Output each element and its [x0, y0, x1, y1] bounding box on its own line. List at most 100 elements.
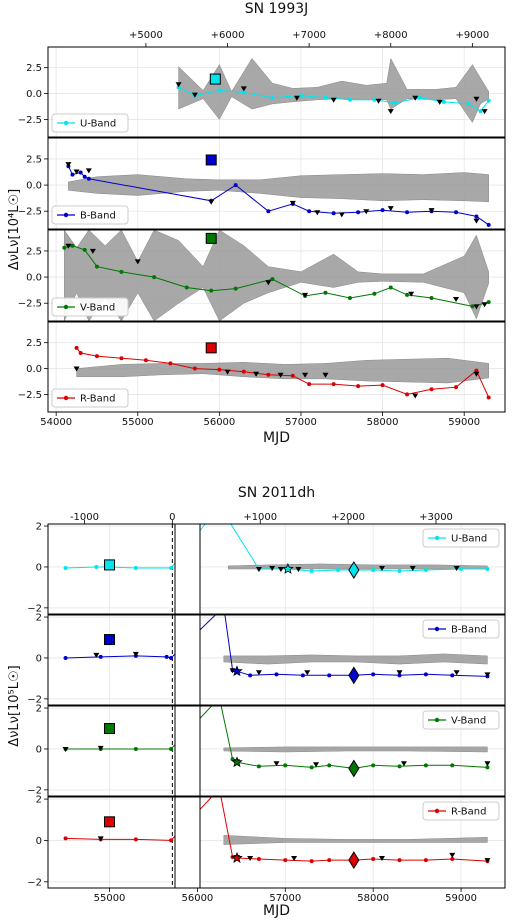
upper-limit-marker: [436, 99, 443, 105]
data-point: [94, 264, 99, 269]
upper-limit-marker: [481, 302, 488, 308]
data-point: [86, 176, 91, 181]
upper-limit-marker: [412, 393, 419, 399]
panel-frame: [47, 523, 506, 615]
y-tick-label: 0: [36, 836, 42, 847]
y-tick-label: 2: [36, 704, 42, 715]
data-point: [466, 101, 471, 106]
chart-1: SN 1993J +5000 +6000 +7000 +8000 +9000 −2.5 0.0…: [7, 1, 506, 446]
data-point: [307, 382, 312, 387]
legend: U-Band: [51, 113, 129, 133]
data-point: [356, 384, 361, 389]
legend-box: [51, 205, 129, 225]
legend-marker: [63, 212, 69, 218]
axis-break-gap: [175, 615, 200, 705]
data-point: [397, 569, 402, 574]
square-marker: [104, 723, 116, 734]
data-point: [423, 672, 428, 677]
legend: R-Band: [422, 801, 500, 821]
legend-label: V-Band: [80, 303, 115, 314]
top-axis-tick-label: +2000: [331, 512, 365, 523]
upper-limit-marker: [85, 168, 92, 174]
square-marker: [205, 232, 217, 244]
upper-limit-marker: [291, 856, 298, 862]
panel-content: [48, 797, 505, 888]
panel-frame: [47, 705, 506, 797]
series-line: [65, 615, 488, 677]
legend: U-Band: [422, 528, 500, 548]
legend-label: B-Band: [80, 211, 116, 222]
data-point: [441, 99, 446, 104]
panel-b-band: −2.5 0.0 2.5 B-Band: [18, 137, 506, 230]
uncertainty-band: [64, 230, 489, 321]
y-tick-label: −2: [27, 603, 42, 614]
upper-limit-marker: [473, 96, 480, 102]
data-point: [371, 568, 376, 573]
data-point: [152, 275, 157, 280]
panel-b-band: −2 0 2 B-Band: [27, 613, 506, 706]
uncertainty-band: [223, 653, 488, 665]
data-point: [309, 765, 314, 770]
legend-label: U-Band: [80, 119, 116, 130]
y-tick-label: 0: [36, 653, 42, 664]
upper-limit-marker: [387, 206, 394, 212]
data-point: [486, 300, 491, 305]
panel-v-band: −2 0 2 V-Band: [27, 704, 506, 797]
data-point: [371, 672, 376, 677]
data-point: [429, 387, 434, 392]
data-point: [327, 763, 332, 768]
data-point: [486, 222, 491, 227]
data-point: [356, 210, 361, 215]
legend: V-Band: [422, 710, 500, 730]
legend: B-Band: [51, 205, 129, 225]
uncertainty-band: [178, 57, 489, 124]
legend-box: [422, 710, 500, 730]
data-point: [169, 655, 174, 660]
upper-limit-marker: [269, 565, 276, 571]
upper-limit-marker: [484, 858, 491, 864]
data-point: [192, 366, 197, 371]
panel-content: [48, 230, 505, 321]
panel-r-band: −2.5 0.0 2.5 R-Band: [18, 321, 506, 413]
upper-limit-marker: [449, 852, 456, 858]
x-tick-label: 59000: [448, 417, 480, 428]
chart-title: SN 1993J: [245, 1, 309, 17]
axis-break-gap: [175, 524, 200, 614]
upper-limit-marker: [387, 109, 394, 115]
y-tick-label: 0: [36, 562, 42, 573]
data-point: [331, 382, 336, 387]
diamond-marker: [348, 851, 360, 870]
x-tick-label: 57000: [269, 893, 301, 904]
legend-marker: [434, 717, 440, 723]
upper-limit-marker: [224, 369, 231, 375]
legend-box: [51, 113, 129, 133]
data-point: [164, 654, 169, 659]
data-point: [133, 837, 138, 842]
data-point: [371, 857, 376, 862]
upper-limit-marker: [255, 670, 262, 676]
upper-limit-marker: [97, 836, 104, 842]
data-point: [94, 354, 99, 359]
upper-limit-marker: [314, 210, 321, 216]
data-point: [133, 746, 138, 751]
upper-limit-marker: [62, 746, 69, 752]
square-marker: [104, 559, 116, 571]
data-point: [347, 295, 352, 300]
panel-v-band: −2.5 0.0 2.5 V-Band: [18, 229, 506, 322]
legend-marker: [63, 395, 69, 401]
top-axis-tick-label: +9000: [455, 30, 489, 41]
data-point: [405, 210, 410, 215]
data-point: [450, 673, 455, 678]
data-point: [486, 395, 491, 400]
data-point: [184, 285, 189, 290]
upper-limit-marker: [265, 280, 272, 286]
upper-limit-marker: [289, 200, 296, 206]
data-point: [217, 367, 222, 372]
upper-limit-marker: [65, 162, 72, 168]
legend-marker: [63, 120, 69, 126]
chart-title: SN 2011dh: [238, 485, 315, 501]
data-point: [63, 565, 68, 570]
x-tick-label: 55000: [122, 417, 154, 428]
upper-limit-marker: [89, 248, 96, 254]
data-point: [256, 764, 261, 769]
